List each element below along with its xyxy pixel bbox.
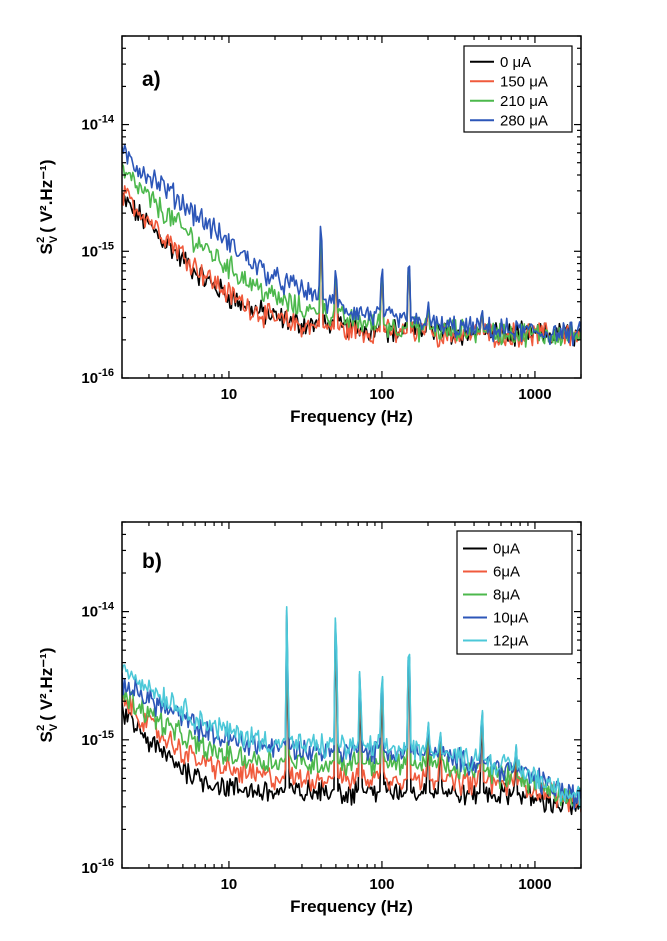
series-line-0A [122,626,581,816]
y-axis-label-subscript: V [48,235,60,243]
y-tick-label: 10-16 [81,857,114,877]
y-tick-base: 10 [81,604,98,621]
y-tick-label: 10-14 [81,114,114,134]
y-tick-label: 10-16 [81,367,114,387]
panel-label: b) [142,550,162,573]
legend-label: 8μA [493,587,520,604]
y-tick-exponent: -16 [98,857,114,869]
legend-label: 280 μA [500,112,548,129]
y-axis-label-symbol: S [37,243,56,254]
series-line-12A [122,606,581,809]
y-tick-base: 10 [81,732,98,749]
y-tick-exponent: -15 [98,729,114,741]
panel-label: a) [142,68,161,91]
series-line-10A [122,609,581,810]
x-tick-label: 10 [221,876,238,893]
y-tick-label: 10-15 [81,240,114,260]
x-tick-label: 10 [221,386,238,403]
y-tick-base: 10 [81,117,98,134]
y-tick-label: 10-15 [81,729,114,749]
series-line-150A [122,185,581,349]
x-tick-label: 1000 [518,876,551,893]
legend-label: 10μA [493,610,528,627]
legend-label: 12μA [493,633,528,650]
y-tick-exponent: -14 [98,114,115,126]
legend-box [463,45,573,133]
x-axis-label: Frequency (Hz) [290,897,413,916]
y-tick-base: 10 [81,370,98,387]
y-axis-label: SV2 ( V².Hz⁻¹) [35,648,60,743]
x-tick-label: 100 [369,876,394,893]
series-line-210A [122,163,581,348]
y-axis-label-subscript: V [48,723,60,731]
y-axis-label-symbol: S [37,731,56,742]
legend-label: 150 μA [500,73,548,90]
y-tick-label: 10-14 [81,601,114,621]
plot-frame [121,521,582,869]
y-axis-label-units: ( V².Hz⁻¹) [37,648,56,721]
legend-label: 210 μA [500,93,548,110]
series-group [122,606,581,816]
x-tick-label: 1000 [518,386,551,403]
legend-label: 6μA [493,564,520,581]
legend-label: 0 μA [500,54,531,71]
y-tick-exponent: -14 [98,601,115,613]
y-axis-label: SV2 ( V².Hz⁻¹) [35,160,60,255]
x-tick-label: 100 [369,386,394,403]
y-axis-label-units: ( V².Hz⁻¹) [37,160,56,233]
y-axis-label-superscript: 2 [35,725,47,731]
y-tick-exponent: -16 [98,367,114,379]
y-tick-exponent: -15 [98,240,114,252]
series-line-280A [122,144,581,347]
y-tick-base: 10 [81,243,98,260]
legend-box [456,530,573,655]
y-tick-base: 10 [81,860,98,877]
series-group [122,144,581,349]
x-axis-label: Frequency (Hz) [290,407,413,426]
legend-label: 0μA [493,541,520,558]
series-line-6A [122,620,581,813]
plot-frame [121,35,582,379]
y-axis-label-superscript: 2 [35,237,47,243]
